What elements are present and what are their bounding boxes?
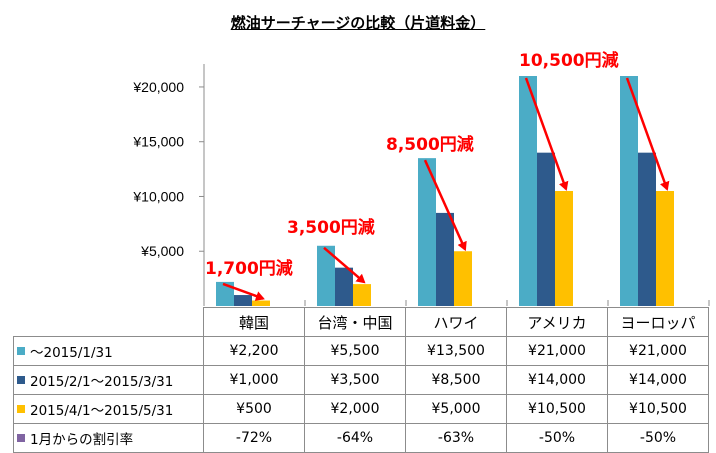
bar [620, 76, 638, 306]
bar [418, 158, 436, 306]
table-cell: ¥14,000 [506, 365, 608, 395]
table-cell: ¥14,000 [607, 365, 709, 395]
reduction-label: 3,500円減 [287, 217, 375, 238]
bar [436, 212, 454, 306]
table-cell: -63% [405, 423, 507, 453]
bar-layer [216, 76, 674, 306]
table-header-row: 韓国 台湾・中国 ハワイ アメリカ ヨーロッパ [13, 307, 709, 337]
table-cell: ¥13,500 [405, 336, 507, 366]
bar [454, 251, 472, 306]
y-tick-label: ¥10,000 [132, 188, 184, 204]
table-cell: -50% [506, 423, 608, 453]
table-cell: ¥10,500 [607, 394, 709, 424]
table-cell: ¥1,000 [203, 365, 305, 395]
table-cell: -72% [203, 423, 305, 453]
bar [537, 152, 555, 306]
reduction-label: 10,500円減 [519, 50, 619, 71]
category-header: 台湾・中国 [304, 307, 406, 337]
table-cell: ¥500 [203, 394, 305, 424]
data-table: 韓国 台湾・中国 ハワイ アメリカ ヨーロッパ ～2015/1/31 ¥2,20… [13, 307, 709, 453]
legend-swatch [17, 347, 25, 355]
y-tick-label: ¥5,000 [140, 243, 184, 259]
row-label: 2015/2/1～2015/3/31 [30, 374, 174, 390]
reduction-arrow [524, 77, 569, 191]
reduction-arrow [323, 246, 366, 284]
table-cell: ¥21,000 [607, 336, 709, 366]
table-cell: ¥21,000 [506, 336, 608, 366]
y-tick-label: ¥15,000 [132, 134, 184, 150]
row-header: 2015/2/1～2015/3/31 [13, 365, 204, 395]
row-header: 2015/4/1～2015/5/31 [13, 394, 204, 424]
reduction-arrow [222, 282, 265, 301]
axis-layer: ¥5,000 ¥10,000 ¥15,000 ¥20,000 [132, 64, 710, 306]
reduction-label: 8,500円減 [386, 134, 474, 155]
chart-title-text: 燃油サーチャージの比較（片道料金） [230, 14, 486, 32]
table-row: 2015/2/1～2015/3/31 ¥1,000 ¥3,500 ¥8,500 … [13, 365, 709, 395]
row-label: ～2015/1/31 [30, 345, 113, 361]
legend-swatch [17, 376, 25, 384]
category-header: アメリカ [506, 307, 608, 337]
bar [234, 295, 252, 306]
table-cell: ¥3,500 [304, 365, 406, 395]
category-header: 韓国 [203, 307, 305, 337]
row-header: ～2015/1/31 [13, 336, 204, 366]
category-header: ヨーロッパ [607, 307, 709, 337]
row-label: 1月からの割引率 [30, 432, 134, 448]
bar [638, 152, 656, 306]
y-tick-label: ¥20,000 [132, 79, 184, 95]
table-cell: -64% [304, 423, 406, 453]
bar [555, 191, 573, 306]
table-row: 1月からの割引率 -72% -64% -63% -50% -50% [13, 423, 709, 453]
bar [519, 76, 537, 306]
table-row: 2015/4/1～2015/5/31 ¥500 ¥2,000 ¥5,000 ¥1… [13, 394, 709, 424]
table-cell: ¥5,500 [304, 336, 406, 366]
annotation-layer: 1,700円減 3,500円減 8,500円減 10,500円減 [205, 50, 670, 301]
legend-swatch [17, 405, 25, 413]
row-header: 1月からの割引率 [13, 423, 204, 453]
row-label: 2015/4/1～2015/5/31 [30, 403, 174, 419]
bar [335, 267, 353, 306]
bar [252, 300, 270, 306]
table-cell: ¥5,000 [405, 394, 507, 424]
reduction-label: 1,700円減 [205, 258, 293, 279]
category-header: ハワイ [405, 307, 507, 337]
table-cell: ¥8,500 [405, 365, 507, 395]
bar [353, 284, 371, 306]
bar [317, 245, 335, 306]
table-cell: ¥2,000 [304, 394, 406, 424]
table-row: ～2015/1/31 ¥2,200 ¥5,500 ¥13,500 ¥21,000… [13, 336, 709, 366]
bar [656, 191, 674, 306]
table-cell: -50% [607, 423, 709, 453]
table-corner [13, 307, 204, 337]
table-cell: ¥2,200 [203, 336, 305, 366]
legend-swatch [17, 434, 25, 442]
bar [216, 281, 234, 306]
chart-title: 燃油サーチャージの比較（片道料金） [0, 12, 716, 33]
reduction-arrow [625, 77, 670, 191]
table-cell: ¥10,500 [506, 394, 608, 424]
reduction-arrow [423, 159, 467, 252]
